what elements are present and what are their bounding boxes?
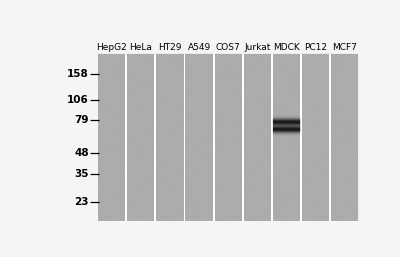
Bar — [127, 54, 154, 221]
Bar — [98, 54, 358, 221]
Bar — [242, 54, 244, 221]
Bar — [156, 54, 184, 221]
Text: MCF7: MCF7 — [332, 43, 357, 52]
Bar — [300, 54, 302, 221]
Text: 35: 35 — [74, 169, 89, 179]
Text: 158: 158 — [67, 69, 89, 79]
Text: MDCK: MDCK — [273, 43, 300, 52]
Text: 106: 106 — [67, 95, 89, 105]
Text: PC12: PC12 — [304, 43, 327, 52]
Bar — [184, 54, 186, 221]
Bar — [302, 54, 329, 221]
Bar — [271, 54, 273, 221]
Bar — [186, 54, 213, 221]
Bar — [125, 54, 127, 221]
Bar — [98, 54, 125, 221]
Text: A549: A549 — [188, 43, 211, 52]
Text: 79: 79 — [74, 115, 89, 125]
Bar — [329, 54, 331, 221]
Bar — [331, 54, 358, 221]
Text: Jurkat: Jurkat — [244, 43, 270, 52]
Bar — [273, 54, 300, 221]
Text: HepG2: HepG2 — [96, 43, 127, 52]
Bar — [215, 54, 242, 221]
Bar — [244, 54, 271, 221]
Text: HeLa: HeLa — [129, 43, 152, 52]
Text: 48: 48 — [74, 148, 89, 158]
Bar — [213, 54, 215, 221]
Text: HT29: HT29 — [158, 43, 182, 52]
Text: 23: 23 — [74, 197, 89, 207]
Text: COS7: COS7 — [216, 43, 241, 52]
Bar — [154, 54, 156, 221]
